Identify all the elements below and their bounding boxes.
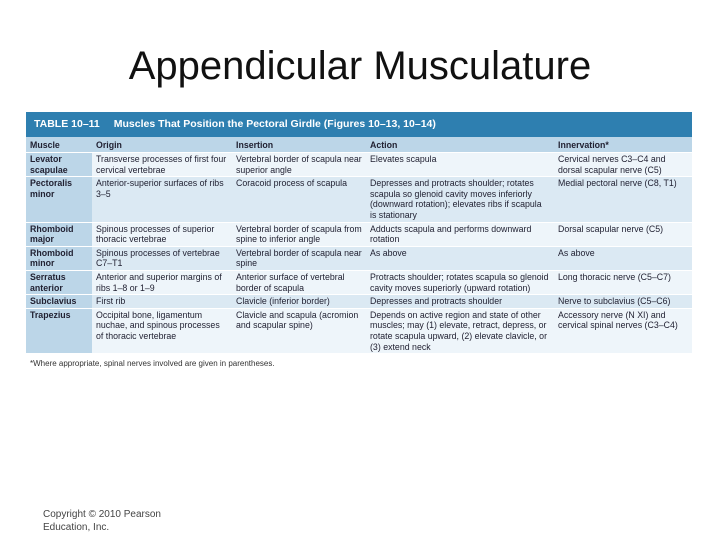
cell-action: Depends on active region and state of ot… (366, 307, 554, 354)
col-header-innervation: Innervation* (554, 137, 692, 153)
cell-origin: Occipital bone, ligamentum nuchae, and s… (92, 307, 232, 354)
col-header-action: Action (366, 137, 554, 153)
cell-muscle: Subclavius (26, 294, 92, 309)
cell-origin: Spinous processes of superior thoracic v… (92, 221, 232, 247)
cell-innervation: Dorsal scapular nerve (C5) (554, 221, 692, 247)
cell-muscle: Trapezius (26, 307, 92, 354)
cell-origin: Anterior-superior surfaces of ribs 3–5 (92, 176, 232, 223)
muscle-table: Muscle Origin Insertion Action Innervati… (26, 137, 692, 354)
table-footnote: *Where appropriate, spinal nerves involv… (30, 359, 275, 369)
cell-muscle: Serratus anterior (26, 269, 92, 295)
col-header-muscle: Muscle (26, 137, 92, 153)
cell-innervation: As above (554, 245, 692, 271)
table-caption: Muscles That Position the Pectoral Girdl… (113, 118, 436, 130)
cell-origin: Spinous processes of vertebrae C7–T1 (92, 245, 232, 271)
cell-insertion: Coracoid process of scapula (232, 176, 366, 223)
cell-innervation: Nerve to subclavius (C5–C6) (554, 294, 692, 309)
table-header-bar: TABLE 10–11 Muscles That Position the Pec… (26, 112, 692, 137)
col-header-origin: Origin (92, 137, 232, 153)
cell-innervation: Long thoracic nerve (C5–C7) (554, 269, 692, 295)
table-row: Trapezius Occipital bone, ligamentum nuc… (26, 307, 692, 354)
table-row: Levator scapulae Transverse processes of… (26, 151, 692, 177)
cell-insertion: Vertebral border of scapula from spine t… (232, 221, 366, 247)
cell-action: Depresses and protracts shoulder; rotate… (366, 176, 554, 223)
slide-title: Appendicular Musculature (128, 44, 592, 88)
table-row: Rhomboid major Spinous processes of supe… (26, 221, 692, 247)
cell-action: As above (366, 245, 554, 271)
cell-muscle: Rhomboid minor (26, 245, 92, 271)
cell-action: Elevates scapula (366, 151, 554, 177)
cell-insertion: Clavicle and scapula (acromion and scapu… (232, 307, 366, 354)
cell-origin: Anterior and superior margins of ribs 1–… (92, 269, 232, 295)
cell-innervation: Cervical nerves C3–C4 and dorsal scapula… (554, 151, 692, 177)
cell-muscle: Rhomboid major (26, 221, 92, 247)
cell-origin: First rib (92, 294, 232, 309)
cell-action: Protracts shoulder; rotates scapula so g… (366, 269, 554, 295)
table-row: Serratus anterior Anterior and superior … (26, 269, 692, 295)
cell-insertion: Clavicle (inferior border) (232, 294, 366, 309)
cell-innervation: Accessory nerve (N XI) and cervical spin… (554, 307, 692, 354)
table-row: Subclavius First rib Clavicle (inferior … (26, 294, 692, 309)
cell-insertion: Vertebral border of scapula near superio… (232, 151, 366, 177)
cell-muscle: Pectoralis minor (26, 176, 92, 223)
table-row: Pectoralis minor Anterior-superior surfa… (26, 176, 692, 223)
cell-innervation: Medial pectoral nerve (C8, T1) (554, 176, 692, 223)
copyright-notice: Copyright © 2010 Pearson Education, Inc. (43, 509, 161, 533)
muscle-table-figure: TABLE 10–11 Muscles That Position the Pec… (26, 112, 692, 402)
col-header-insertion: Insertion (232, 137, 366, 153)
cell-action: Adducts scapula and performs downward ro… (366, 221, 554, 247)
cell-muscle: Levator scapulae (26, 151, 92, 177)
cell-insertion: Vertebral border of scapula near spine (232, 245, 366, 271)
cell-insertion: Anterior surface of vertebral border of … (232, 269, 366, 295)
table-column-headers: Muscle Origin Insertion Action Innervati… (26, 137, 692, 153)
cell-origin: Transverse processes of first four cervi… (92, 151, 232, 177)
table-row: Rhomboid minor Spinous processes of vert… (26, 245, 692, 271)
cell-action: Depresses and protracts shoulder (366, 294, 554, 309)
table-number: TABLE 10–11 (34, 118, 100, 130)
